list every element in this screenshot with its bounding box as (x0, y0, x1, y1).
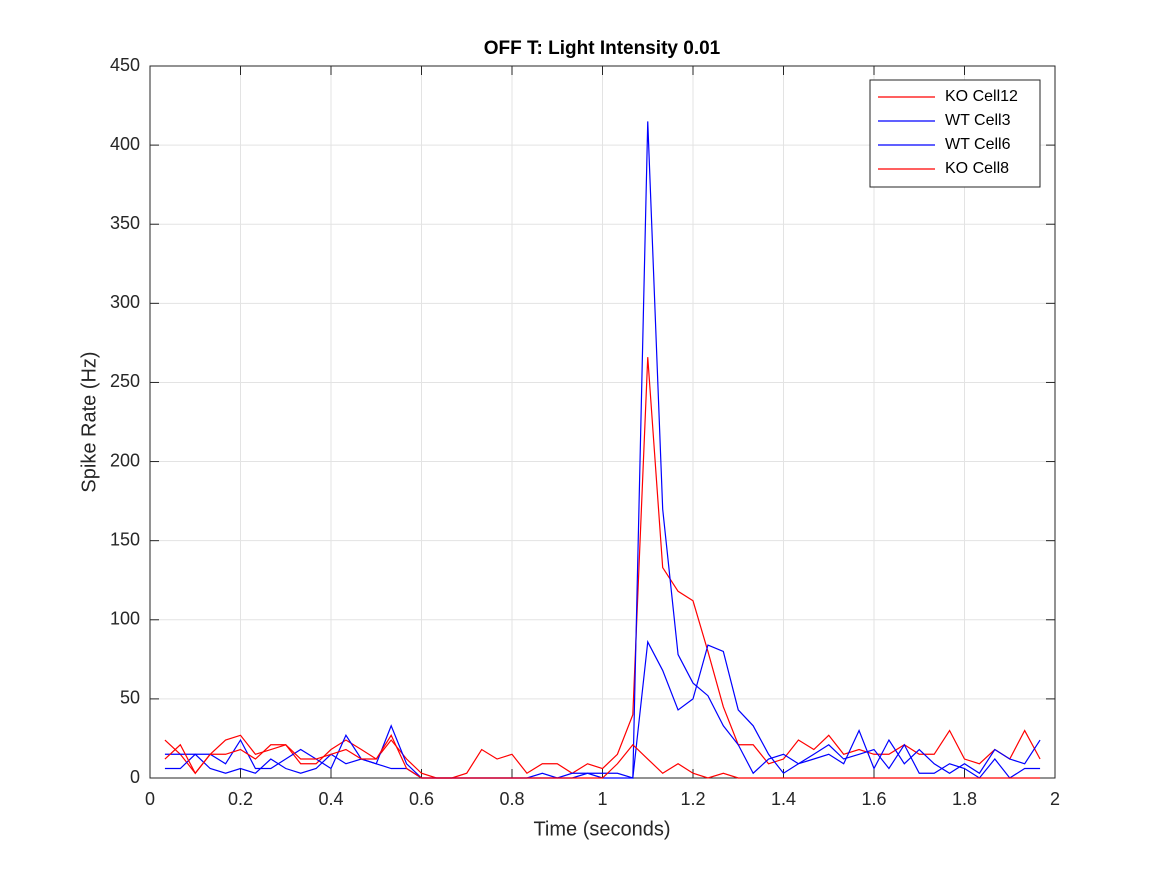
legend-label: KO Cell8 (945, 160, 1009, 177)
x-tick-label: 1 (597, 789, 607, 809)
y-tick-label: 100 (110, 609, 140, 629)
x-tick-label: 0.6 (409, 789, 434, 809)
legend: KO Cell12 WT Cell3 WT Cell6 KO Cell8 (869, 79, 1041, 188)
chart-title: OFF T: Light Intensity 0.01 (484, 38, 721, 59)
x-tick-label: 1.6 (861, 789, 886, 809)
y-tick-label: 50 (120, 688, 140, 708)
y-tick-label: 150 (110, 529, 140, 549)
legend-label: KO Cell12 (945, 88, 1018, 105)
legend-label: WT Cell6 (945, 136, 1011, 153)
y-axis-label: Spike Rate (Hz) (78, 351, 100, 492)
series-line (164, 357, 1041, 779)
y-tick-label: 450 (110, 55, 140, 75)
y-tick-label: 400 (110, 134, 140, 154)
x-tick-label: 1.2 (680, 789, 705, 809)
x-tick-label: 1.4 (771, 789, 796, 809)
legend-label: WT Cell3 (945, 112, 1011, 129)
series-line (164, 121, 1041, 779)
y-tick-label: 250 (110, 371, 140, 391)
x-axis-label: Time (seconds) (533, 818, 670, 840)
y-tick-label: 200 (110, 450, 140, 470)
x-tick-label: 0.8 (499, 789, 524, 809)
x-tick-label: 0.2 (228, 789, 253, 809)
x-tick-label: 1.8 (952, 789, 977, 809)
x-tick-label: 0 (145, 789, 155, 809)
x-tick-label: 2 (1050, 789, 1060, 809)
y-tick-label: 350 (110, 213, 140, 233)
y-tick-label: 0 (130, 767, 140, 787)
series-line (164, 734, 1041, 779)
y-tick-label: 300 (110, 292, 140, 312)
x-tick-label: 0.4 (318, 789, 343, 809)
